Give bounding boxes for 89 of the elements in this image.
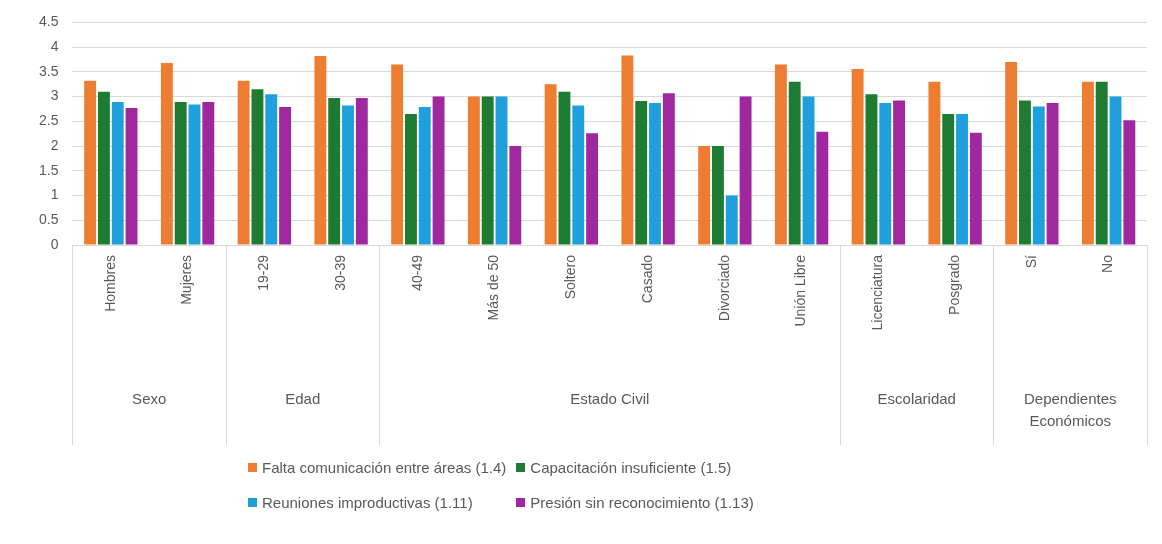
bar xyxy=(544,84,557,245)
bar xyxy=(202,102,215,245)
bar xyxy=(621,55,634,245)
bar xyxy=(712,146,724,245)
bar xyxy=(1019,100,1031,245)
bar xyxy=(1081,81,1094,245)
x-tick-label: Posgrado xyxy=(945,254,962,315)
bar xyxy=(969,132,982,245)
bar xyxy=(635,101,648,245)
text: Escolaridad xyxy=(877,390,956,408)
y-tick-label: 4 xyxy=(50,37,59,54)
bar xyxy=(739,96,752,245)
bar xyxy=(342,105,354,245)
legend-label: Capacitación insuficiente (1.5) xyxy=(530,459,732,476)
y-tick-label: 0 xyxy=(50,235,59,252)
bar xyxy=(1109,96,1122,245)
bar xyxy=(97,91,110,245)
bar xyxy=(572,105,585,245)
bar xyxy=(418,106,431,245)
bar xyxy=(160,62,173,245)
bar xyxy=(558,91,571,245)
y-tick-label: 3 xyxy=(50,87,59,104)
y-tick-label: 4.5 xyxy=(38,13,59,30)
bar xyxy=(942,113,955,245)
bar xyxy=(698,146,711,245)
bar xyxy=(174,102,187,245)
bar xyxy=(928,81,941,245)
bar xyxy=(314,56,327,245)
x-tick-label: Unión Libre xyxy=(792,254,809,327)
bar xyxy=(956,113,968,245)
bar xyxy=(509,146,522,245)
bar xyxy=(355,98,368,245)
y-tick-label: 2.5 xyxy=(38,112,59,129)
text: Estado Civil xyxy=(570,390,650,408)
bar xyxy=(1123,120,1136,245)
x-tick-label: 40-49 xyxy=(408,254,425,291)
bar xyxy=(391,64,404,245)
bar xyxy=(774,64,787,245)
legend-label: Presión sin reconocimiento (1.13) xyxy=(530,494,754,511)
legend-label: Falta comunicación entre áreas (1.4) xyxy=(262,459,507,476)
bar xyxy=(1046,103,1059,245)
x-tick-label: Mujeres xyxy=(178,255,195,305)
text: Dependientes Económicos xyxy=(1023,390,1117,430)
y-tick-label: 2 xyxy=(50,136,59,153)
x-tick-label: Soltero xyxy=(562,254,579,300)
bar xyxy=(84,80,97,245)
bar xyxy=(816,131,829,245)
bar xyxy=(851,68,864,245)
bar xyxy=(879,103,892,245)
bar xyxy=(467,96,480,245)
bar xyxy=(586,133,599,245)
y-tick-label: 1.5 xyxy=(38,161,59,178)
bar xyxy=(237,80,250,245)
bar xyxy=(328,98,341,245)
bar xyxy=(279,106,292,245)
bar xyxy=(265,94,278,245)
bar xyxy=(495,96,508,245)
bar xyxy=(1095,81,1108,245)
bar xyxy=(1032,106,1045,245)
bar xyxy=(802,96,815,245)
bar xyxy=(788,81,801,245)
bar xyxy=(893,100,906,245)
bar xyxy=(662,93,675,245)
x-tick-label: Divorciado xyxy=(715,254,732,322)
x-tick-label: 19-29 xyxy=(255,254,272,291)
y-tick-label: 0.5 xyxy=(38,211,59,228)
bar xyxy=(481,96,494,245)
x-tick-label: Hombres xyxy=(101,255,118,312)
bar xyxy=(649,103,661,245)
x-tick-label: 30-39 xyxy=(331,254,348,291)
legend-label: Reuniones improductivas (1.11) xyxy=(262,494,473,511)
text: Edad xyxy=(285,390,321,408)
x-tick-label: Casado xyxy=(638,254,655,304)
bar xyxy=(1005,61,1018,245)
bar xyxy=(725,195,738,245)
x-tick-label: Más de 50 xyxy=(485,254,502,321)
y-tick-label: 1 xyxy=(50,186,59,203)
x-tick-label: Licenciatura xyxy=(869,254,886,331)
x-tick-label: Sí xyxy=(1022,254,1039,269)
bar xyxy=(125,107,138,245)
y-tick-label: 3.5 xyxy=(38,62,59,79)
bar xyxy=(865,94,878,245)
x-tick-label: No xyxy=(1099,254,1116,273)
bar xyxy=(111,102,124,245)
bar xyxy=(432,96,445,245)
bar xyxy=(251,89,264,245)
text: Sexo xyxy=(132,390,167,408)
bar xyxy=(405,113,417,245)
bar xyxy=(188,104,201,245)
